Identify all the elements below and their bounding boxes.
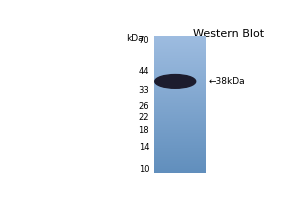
Text: Western Blot: Western Blot — [193, 29, 264, 39]
Text: 10: 10 — [139, 165, 149, 174]
Text: 44: 44 — [139, 67, 149, 76]
Text: 14: 14 — [139, 143, 149, 152]
Text: kDa: kDa — [126, 34, 143, 43]
Text: 18: 18 — [139, 126, 149, 135]
Text: 33: 33 — [138, 86, 149, 95]
Text: 22: 22 — [139, 113, 149, 122]
Text: 70: 70 — [139, 36, 149, 45]
Text: ←38kDa: ←38kDa — [208, 77, 245, 86]
Text: 26: 26 — [139, 102, 149, 111]
